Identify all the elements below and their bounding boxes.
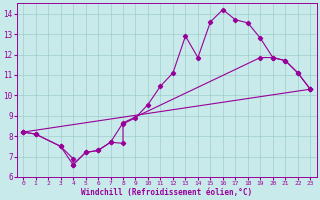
X-axis label: Windchill (Refroidissement éolien,°C): Windchill (Refroidissement éolien,°C)	[81, 188, 252, 197]
